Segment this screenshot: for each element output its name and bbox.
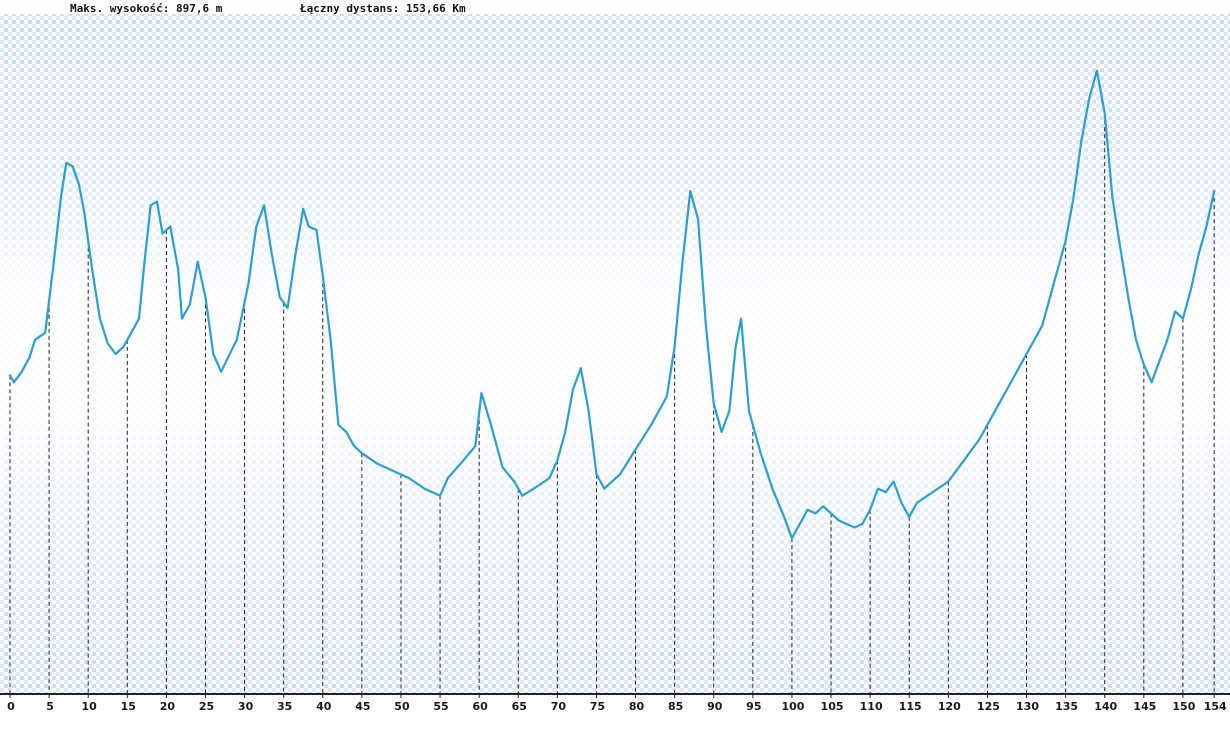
- x-axis: 0 5 10 15 20 25 30 35 40 45 50 55 60 65 70 75 80 85 90 95 10…: [0, 693, 1230, 713]
- tick-guide-lines: [9, 113, 1215, 694]
- x-tick-label-15: 15: [121, 700, 136, 713]
- elevation-line: [8, 69, 1216, 540]
- x-tick-label-10: 10: [82, 700, 98, 713]
- x-tick-label-95: 95: [746, 700, 761, 713]
- x-tick-label-5: 5: [46, 700, 54, 713]
- x-tick-label-110: 110: [860, 700, 883, 713]
- x-tick-label-130: 130: [1016, 700, 1039, 713]
- x-tick-label-75: 75: [590, 700, 605, 713]
- grid-background: [0, 14, 1230, 694]
- x-tick-label-90: 90: [707, 700, 723, 713]
- x-tick-label-0: 0: [7, 700, 15, 713]
- x-tick-label-115: 115: [899, 700, 922, 713]
- x-tick-label-100: 100: [781, 700, 804, 713]
- x-tick-label-125: 125: [977, 700, 1000, 713]
- x-tick-label-135: 135: [1055, 700, 1078, 713]
- x-tick-label-20: 20: [160, 700, 176, 713]
- max-elevation-label: Maks. wysokość: 897,6 m: [70, 2, 223, 15]
- elevation-series: [8, 69, 1216, 540]
- x-tick-label-30: 30: [238, 700, 254, 713]
- grid-fade-overlay: [0, 14, 1230, 694]
- x-tick-label-65: 65: [512, 700, 527, 713]
- x-tick-label-45: 45: [355, 700, 370, 713]
- x-tick-label-145: 145: [1133, 700, 1156, 713]
- x-tick-label-80: 80: [629, 700, 645, 713]
- x-tick-label-150: 150: [1172, 700, 1195, 713]
- x-tick-label-25: 25: [199, 700, 214, 713]
- x-tick-label-140: 140: [1094, 700, 1117, 713]
- x-tick-label-70: 70: [551, 700, 567, 713]
- x-tick-label-120: 120: [938, 700, 961, 713]
- x-tick-label-55: 55: [433, 700, 448, 713]
- x-tick-label-105: 105: [821, 700, 844, 713]
- total-distance-label: Łączny dystans: 153,66 Km: [300, 2, 466, 15]
- x-tick-label-60: 60: [473, 700, 489, 713]
- x-tick-label-50: 50: [394, 700, 410, 713]
- x-tick-label-85: 85: [668, 700, 683, 713]
- x-tick-label-40: 40: [316, 700, 332, 713]
- x-tick-label-154: 154: [1204, 700, 1227, 713]
- x-tick-label-35: 35: [277, 700, 292, 713]
